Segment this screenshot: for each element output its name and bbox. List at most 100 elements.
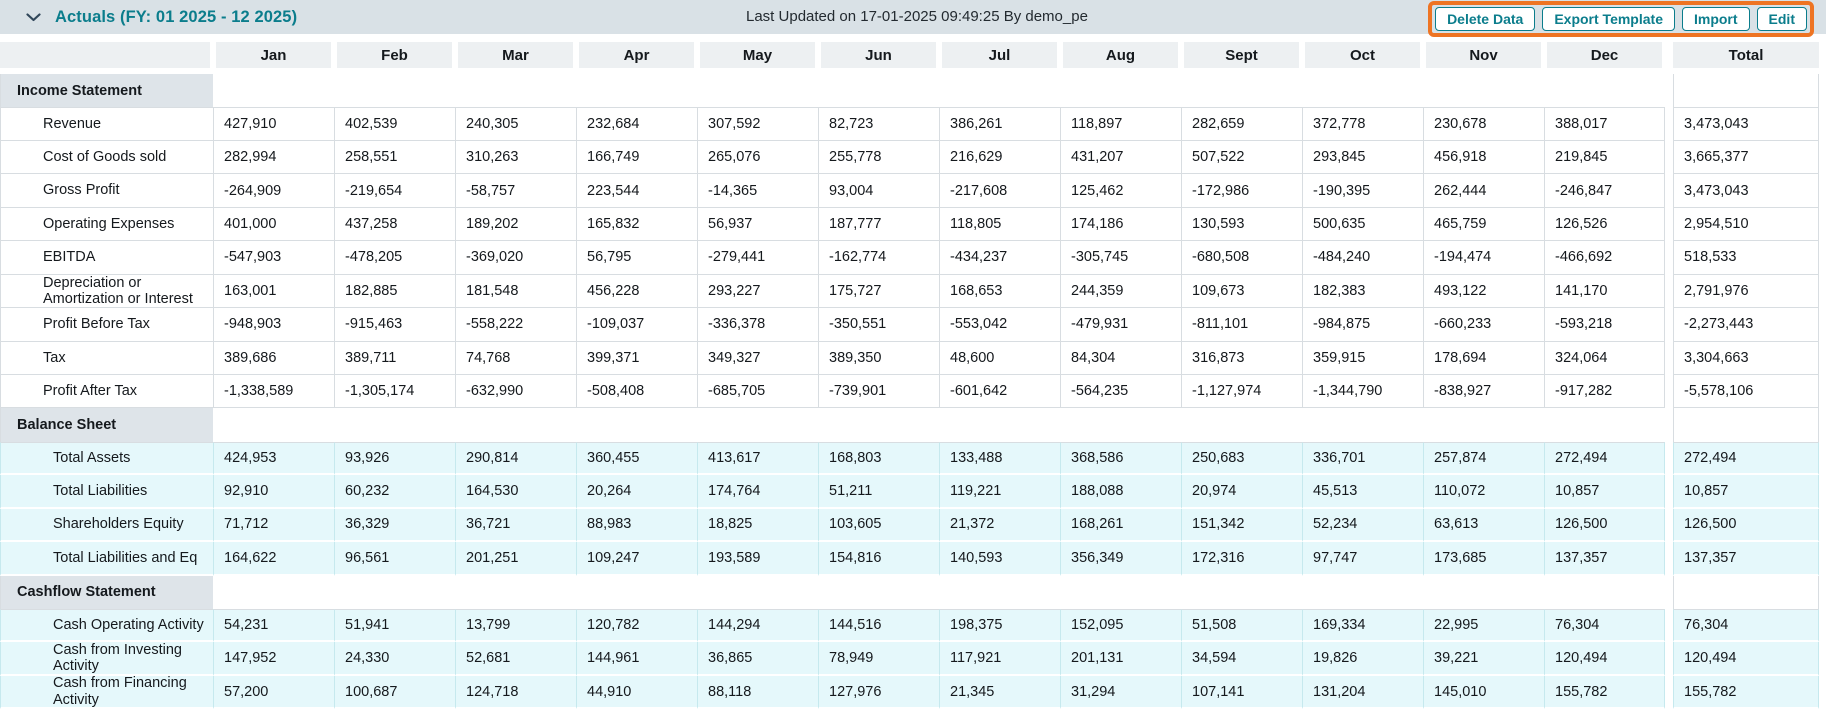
section-row-label: Cashflow Statement [0,575,213,609]
total-cell: -2,273,443 [1673,308,1819,342]
value-cell: 402,539 [334,107,455,141]
value-cell: -479,931 [1060,308,1181,342]
value-cell: -369,020 [455,241,576,275]
row-label: Cash from Financing Activity [0,675,213,710]
row-gap [1665,642,1673,676]
value-cell: 127,976 [818,675,939,710]
month-column-header: Dec [1544,42,1665,68]
row-gap [1665,374,1673,409]
month-column-header: Jun [818,42,939,68]
value-cell: -336,378 [697,308,818,342]
value-cell: -553,042 [939,308,1060,342]
value-cell: 144,294 [697,609,818,643]
total-cell: 3,473,043 [1673,107,1819,141]
value-cell: 219,845 [1544,140,1665,175]
value-cell: 290,814 [455,441,576,476]
value-cell: 118,897 [1060,107,1181,141]
value-cell: 133,488 [939,441,1060,476]
value-cell: -739,901 [818,374,939,409]
value-cell: -172,986 [1181,174,1302,208]
value-cell: 324,064 [1544,341,1665,375]
import-button[interactable]: Import [1681,7,1750,31]
row-label: Profit After Tax [0,374,213,409]
value-cell: 437,258 [334,207,455,242]
month-column-header: Jul [939,42,1060,68]
total-cell: 120,494 [1673,642,1819,676]
row-gap [1665,441,1673,476]
value-cell: 45,513 [1302,475,1423,509]
value-cell: 188,088 [1060,475,1181,509]
section-row-label: Income Statement [0,74,213,108]
value-cell: 174,186 [1060,207,1181,242]
value-cell: 257,874 [1423,441,1544,476]
value-cell: 63,613 [1423,508,1544,543]
value-cell: 48,600 [939,341,1060,375]
value-cell: 189,202 [455,207,576,242]
value-cell: -264,909 [213,174,334,208]
total-cell: 3,665,377 [1673,140,1819,175]
row-gap [1665,341,1673,375]
value-cell: 152,095 [1060,609,1181,643]
row-label: Revenue [0,107,213,141]
value-cell: -194,474 [1423,241,1544,275]
value-cell: 282,659 [1181,107,1302,141]
value-cell: 168,803 [818,441,939,476]
row-gap [1665,508,1673,543]
value-cell: 165,832 [576,207,697,242]
section-row-label: Balance Sheet [0,408,213,442]
value-cell: 388,017 [1544,107,1665,141]
value-cell: 172,316 [1181,542,1302,576]
value-cell: -601,642 [939,374,1060,409]
value-cell: 36,721 [455,508,576,543]
value-cell: 399,371 [576,341,697,375]
value-cell: 151,342 [1181,508,1302,543]
row-gap [1665,609,1673,643]
value-cell: 88,983 [576,508,697,543]
value-cell: -109,037 [576,308,697,342]
value-cell: 103,605 [818,508,939,543]
total-cell: 272,494 [1673,441,1819,476]
value-cell: -466,692 [1544,241,1665,275]
value-cell: 78,949 [818,642,939,676]
total-cell: 137,357 [1673,542,1819,576]
row-gap [1665,475,1673,509]
value-cell: 54,231 [213,609,334,643]
value-cell: 216,629 [939,140,1060,175]
total-cell: 2,954,510 [1673,207,1819,242]
row-label: Cost of Goods sold [0,140,213,175]
month-column-header: Nov [1423,42,1544,68]
value-cell: 168,653 [939,274,1060,309]
value-cell: -190,395 [1302,174,1423,208]
value-cell: 130,593 [1181,207,1302,242]
value-cell: 244,359 [1060,274,1181,309]
delete-data-button[interactable]: Delete Data [1435,7,1536,31]
export-template-button[interactable]: Export Template [1542,7,1675,31]
value-cell: -915,463 [334,308,455,342]
edit-button[interactable]: Edit [1756,7,1807,31]
value-cell: 258,551 [334,140,455,175]
chevron-down-icon[interactable] [26,12,41,22]
section-title: Actuals (FY: 01 2025 - 12 2025) [55,7,298,26]
row-label: Total Liabilities and Eq [0,542,213,576]
section-row-total-cell [1673,408,1819,442]
total-cell: 518,533 [1673,241,1819,275]
value-cell: -1,305,174 [334,374,455,409]
value-cell: 131,204 [1302,675,1423,710]
value-cell: 356,349 [1060,542,1181,576]
value-cell: -1,344,790 [1302,374,1423,409]
row-gap [1665,542,1673,576]
value-cell: 182,885 [334,274,455,309]
value-cell: 88,118 [697,675,818,710]
value-cell: -478,205 [334,241,455,275]
value-cell: -1,338,589 [213,374,334,409]
section-row-fill [213,575,1673,609]
value-cell: 76,304 [1544,609,1665,643]
value-cell: 10,857 [1544,475,1665,509]
value-cell: -219,654 [334,174,455,208]
value-cell: 51,508 [1181,609,1302,643]
value-cell: 82,723 [818,107,939,141]
value-cell: -350,551 [818,308,939,342]
total-cell: -5,578,106 [1673,374,1819,409]
value-cell: 166,749 [576,140,697,175]
value-cell: 13,799 [455,609,576,643]
